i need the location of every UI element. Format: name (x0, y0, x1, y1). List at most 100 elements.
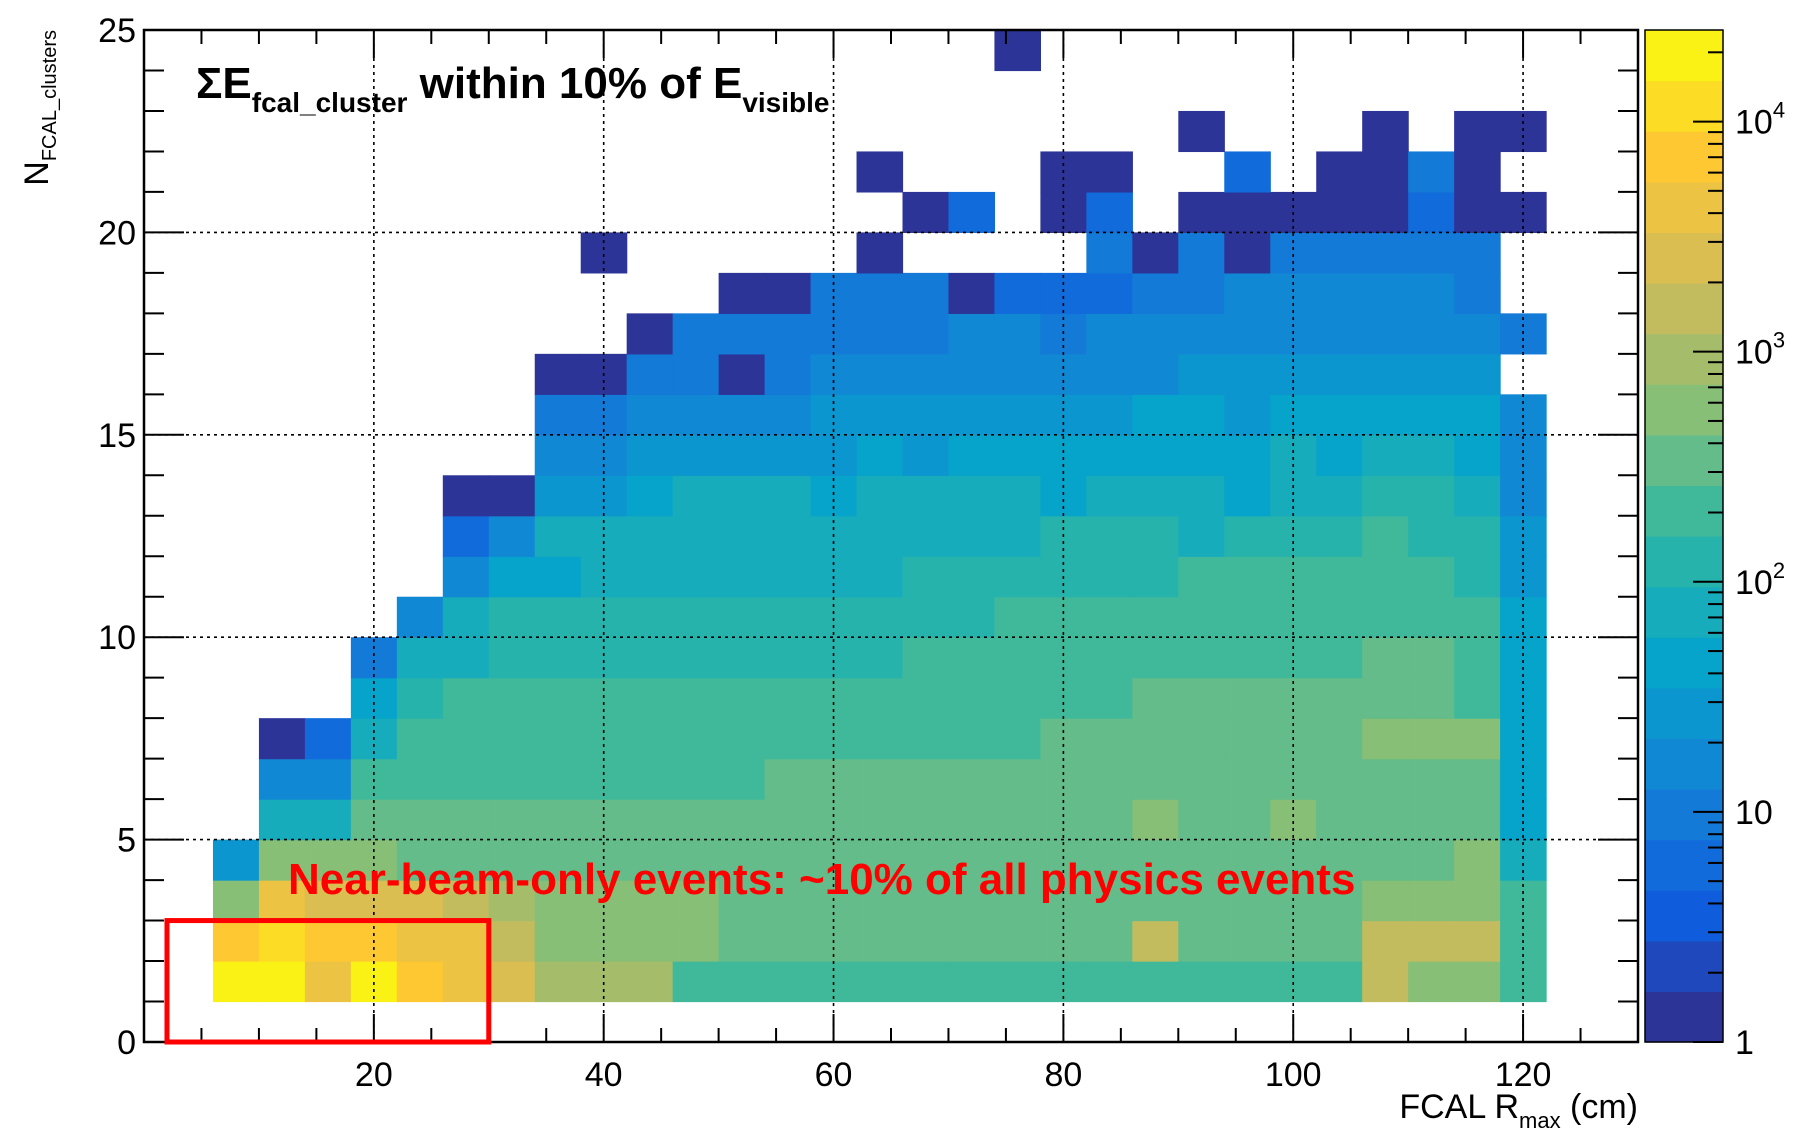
heatmap-cell (1316, 799, 1363, 841)
heatmap-cell (350, 799, 398, 841)
heatmap-cell (718, 758, 766, 800)
heatmap-cell (1224, 272, 1271, 314)
heatmap-cell (1086, 758, 1133, 800)
heatmap-cell (1362, 110, 1409, 153)
heatmap-cell (1408, 232, 1455, 274)
heatmap-cell (994, 434, 1041, 476)
heatmap-cell (1132, 637, 1179, 679)
heatmap-cell (1270, 637, 1317, 679)
heatmap-cell (1408, 272, 1455, 314)
heatmap-cell (626, 596, 674, 638)
heatmap-cell (488, 677, 536, 719)
color-scale-step (1645, 283, 1723, 335)
heatmap-cell (764, 758, 812, 800)
heatmap-cell (1362, 920, 1409, 962)
color-scale-step (1645, 687, 1723, 739)
heatmap-cell (1500, 637, 1547, 679)
heatmap-cell (1178, 110, 1225, 153)
heatmap-cell (1040, 961, 1087, 1003)
heatmap-cell (948, 191, 996, 233)
color-scale-label: 10 (1735, 794, 1773, 832)
heatmap-cell (580, 839, 628, 881)
heatmap-cell (1178, 920, 1225, 962)
y-tick-label: 5 (117, 822, 136, 860)
heatmap-cell (534, 556, 582, 598)
heatmap-cell (994, 475, 1041, 517)
heatmap-cell (1224, 799, 1271, 841)
heatmap-cell (1178, 272, 1225, 314)
heatmap-cell (856, 232, 904, 274)
heatmap-cell (626, 920, 674, 962)
heatmap-cell (902, 556, 950, 598)
y-tick-label: 20 (98, 214, 136, 252)
heatmap-cell (626, 677, 674, 719)
heatmap-cell (1178, 961, 1225, 1003)
heatmap-cell (718, 920, 766, 962)
color-scale-step (1645, 637, 1723, 689)
x-tick-label: 120 (1495, 1056, 1552, 1094)
heatmap-cell (442, 880, 490, 922)
heatmap-cell (1132, 434, 1179, 476)
y-tick-labels: 0 5 10 15 20 25 (98, 12, 136, 1062)
heatmap-cell (764, 353, 812, 395)
heatmap-cell (1362, 272, 1409, 314)
heatmap-cell (1316, 920, 1363, 962)
heatmap-cell (764, 880, 812, 922)
color-scale-step (1645, 333, 1723, 385)
heatmap-cell (488, 961, 536, 1003)
heatmap-cell (442, 637, 490, 679)
heatmap-cell (1178, 475, 1225, 517)
heatmap-cell (1316, 961, 1363, 1003)
heatmap-cell (534, 353, 582, 395)
heatmap-cell (534, 677, 582, 719)
heatmap-cell (1178, 799, 1225, 841)
heatmap-cell (856, 151, 904, 193)
heatmap-cell (626, 839, 674, 881)
heatmap-cell (442, 961, 490, 1003)
heatmap-cell (1086, 232, 1133, 274)
heatmap-cell (626, 718, 674, 760)
heatmap-cell (1132, 880, 1179, 922)
heatmap-cell (212, 920, 260, 962)
heatmap-cell (902, 596, 950, 638)
heatmap-cell (304, 718, 352, 760)
heatmap-cell (1362, 313, 1409, 355)
heatmap-cell (396, 799, 444, 841)
heatmap-cell (1270, 232, 1317, 274)
heatmap-cell (488, 475, 536, 517)
heatmap-cell (856, 839, 904, 881)
color-scale-step (1645, 890, 1723, 942)
heatmap-cell (1362, 394, 1409, 436)
heatmap-cell (350, 961, 398, 1003)
heatmap-cell (626, 475, 674, 517)
heatmap-cell (1316, 475, 1363, 517)
heatmap-cell (1454, 313, 1501, 355)
heatmap-cell (672, 839, 720, 881)
heatmap-cell (1500, 839, 1547, 881)
heatmap-cell (1086, 434, 1133, 476)
heatmap-cell (902, 394, 950, 436)
heatmap-cell (994, 394, 1041, 436)
heatmap-cell (1408, 596, 1455, 638)
heatmap-cell (396, 718, 444, 760)
heatmap-cell (1362, 353, 1409, 395)
color-scale-step (1645, 181, 1723, 233)
heatmap-cell (1362, 961, 1409, 1003)
heatmap-cell (764, 677, 812, 719)
heatmap-cell (810, 961, 858, 1003)
heatmap-cell (534, 880, 582, 922)
heatmap-cell (1040, 596, 1087, 638)
heatmap-cell (534, 758, 582, 800)
heatmap-cell (1086, 353, 1133, 395)
heatmap-cell (396, 596, 444, 638)
heatmap-cell (212, 880, 260, 922)
heatmap-cell (1270, 596, 1317, 638)
heatmap-cell (1086, 556, 1133, 598)
chart-title: ΣEfcal_cluster within 10% of Evisible (196, 59, 830, 118)
color-scale-step (1645, 485, 1723, 537)
heatmap-cell (1224, 961, 1271, 1003)
heatmap-cell (718, 313, 766, 355)
heatmap-cell (1362, 799, 1409, 841)
heatmap-cell (1408, 353, 1455, 395)
heatmap-cell (948, 434, 996, 476)
